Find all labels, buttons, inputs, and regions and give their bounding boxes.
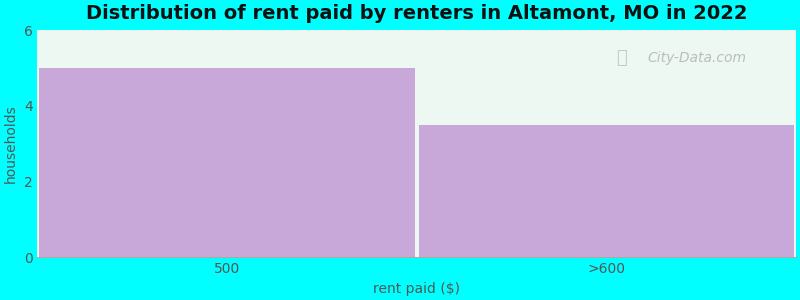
Text: ⧗: ⧗ xyxy=(616,49,626,67)
X-axis label: rent paid ($): rent paid ($) xyxy=(373,282,460,296)
Bar xyxy=(39,68,414,257)
Title: Distribution of rent paid by renters in Altamont, MO in 2022: Distribution of rent paid by renters in … xyxy=(86,4,747,23)
Text: City-Data.com: City-Data.com xyxy=(648,50,746,64)
Y-axis label: households: households xyxy=(4,104,18,183)
Bar xyxy=(418,125,794,257)
